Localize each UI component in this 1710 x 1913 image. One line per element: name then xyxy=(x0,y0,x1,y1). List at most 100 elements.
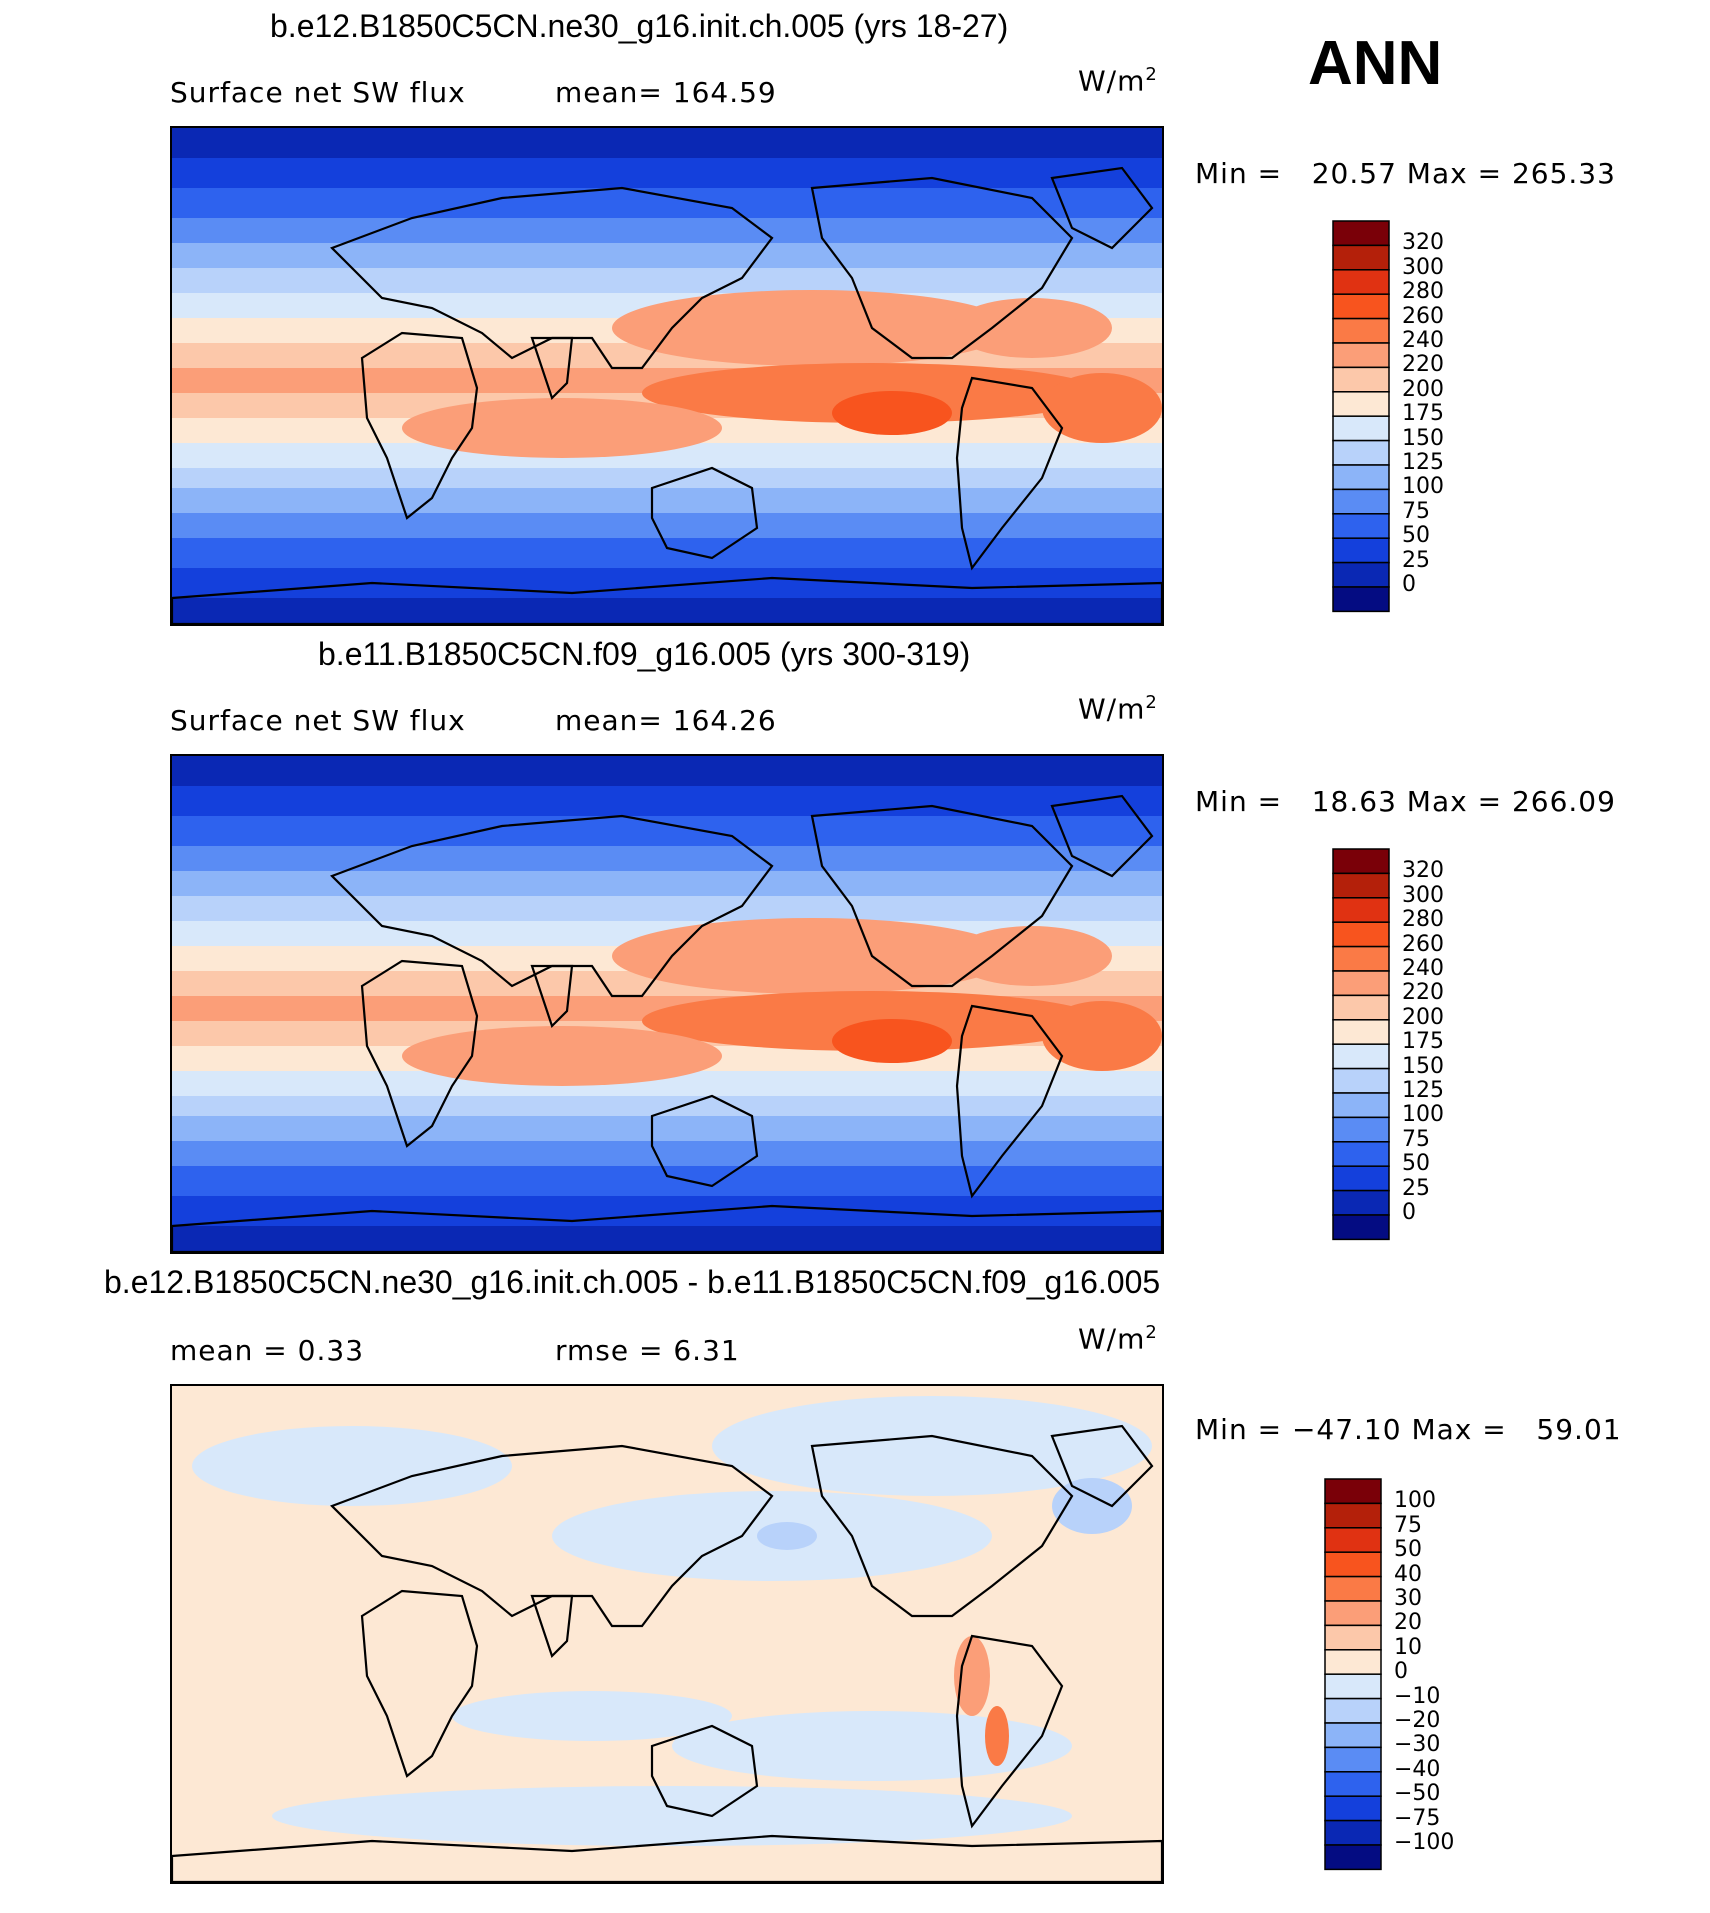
colorbar-tick-label: 100 xyxy=(1394,1488,1436,1514)
colorbar-box xyxy=(1332,897,1390,923)
colorbar-tick-label: 0 xyxy=(1402,572,1416,597)
units-exponent: 2 xyxy=(1145,1322,1158,1343)
colorbar-box xyxy=(1324,1527,1382,1553)
colorbar-tick-label: 75 xyxy=(1394,1512,1422,1538)
colorbar-box xyxy=(1324,1478,1382,1505)
colorbar-box xyxy=(1332,921,1390,948)
colorbar-box xyxy=(1332,1189,1390,1216)
colorbar-box xyxy=(1332,945,1390,972)
min-max-label: Min = −47.10 Max = 59.01 xyxy=(1195,1413,1622,1446)
units-exponent: 2 xyxy=(1145,64,1158,85)
colorbar-tick-label: 75 xyxy=(1402,1126,1430,1152)
colorbar-tick-label: 0 xyxy=(1394,1659,1408,1685)
colorbar-tick-label: 220 xyxy=(1402,352,1444,378)
colorbar-tick-label: 150 xyxy=(1402,425,1444,451)
subtitle-left: Surface net SW flux xyxy=(170,704,466,737)
colorbar-box xyxy=(1332,994,1390,1021)
coastline xyxy=(530,964,574,1029)
colorbar-tick-label: 10 xyxy=(1394,1634,1422,1660)
colorbar-box xyxy=(1324,1551,1382,1578)
panel-title: b.e12.B1850C5CN.ne30_g16.init.ch.005 - b… xyxy=(104,1264,1161,1300)
colorbar-box xyxy=(1332,586,1390,613)
coastline xyxy=(1050,1424,1154,1508)
coastline xyxy=(360,331,479,520)
units-label: W/m2 xyxy=(1078,1322,1158,1355)
coastline xyxy=(1050,166,1154,250)
colorbar-tick-label: 280 xyxy=(1402,279,1444,305)
colorbar-box xyxy=(1324,1819,1382,1846)
map-contours xyxy=(172,128,1162,624)
units-label: W/m2 xyxy=(1078,692,1158,725)
colorbar-tick-label: 175 xyxy=(1402,401,1444,427)
colorbar-tick-label: 150 xyxy=(1402,1053,1444,1079)
colorbar-box xyxy=(1332,366,1390,393)
colorbar-tick-label: −10 xyxy=(1394,1683,1441,1709)
colorbar-box xyxy=(1332,1019,1390,1045)
coastline xyxy=(810,176,1074,360)
coastline xyxy=(360,959,479,1148)
colorbar-box xyxy=(1332,488,1390,515)
colorbar-tick-label: −50 xyxy=(1394,1781,1441,1807)
colorbar-box xyxy=(1332,220,1390,247)
min-max-label: Min = 18.63 Max = 266.09 xyxy=(1195,785,1616,818)
colorbar-box xyxy=(1332,561,1390,588)
colorbar-tick-label: 320 xyxy=(1402,858,1444,884)
colorbar-tick-label: 175 xyxy=(1402,1029,1444,1055)
units-label: W/m2 xyxy=(1078,64,1158,97)
coastline xyxy=(330,1444,774,1628)
colorbar-tick-label: 100 xyxy=(1402,474,1444,500)
colorbar-box xyxy=(1332,537,1390,564)
map-contours xyxy=(172,1386,1162,1882)
coastline xyxy=(650,1094,759,1188)
colorbar xyxy=(1332,220,1390,613)
coastline xyxy=(955,1004,1064,1199)
units-text: W/m xyxy=(1078,1322,1146,1356)
colorbar-tick-label: 280 xyxy=(1402,907,1444,933)
colorbar-box xyxy=(1324,1844,1382,1871)
units-text: W/m xyxy=(1078,64,1146,98)
colorbar-tick-label: 125 xyxy=(1402,1078,1444,1103)
colorbar-box xyxy=(1332,848,1390,875)
colorbar-tick-label: 300 xyxy=(1402,254,1444,280)
map-panel xyxy=(170,1384,1164,1884)
colorbar-tick-label: 50 xyxy=(1394,1537,1422,1563)
colorbar-box xyxy=(1324,1697,1382,1724)
colorbar-tick-label: 320 xyxy=(1402,230,1444,256)
coastline xyxy=(955,1634,1064,1829)
colorbar-box xyxy=(1332,293,1390,320)
colorbar-box xyxy=(1324,1649,1382,1675)
colorbar-box xyxy=(1332,269,1390,295)
colorbar-box xyxy=(1324,1673,1382,1700)
coastline xyxy=(530,336,574,401)
colorbar-box xyxy=(1332,970,1390,997)
min-max-label: Min = 20.57 Max = 265.33 xyxy=(1195,157,1616,190)
colorbar-box xyxy=(1332,1214,1390,1241)
colorbar-box xyxy=(1324,1600,1382,1627)
map-panel xyxy=(170,754,1164,1254)
units-exponent: 2 xyxy=(1145,692,1158,713)
colorbar-box xyxy=(1324,1575,1382,1602)
colorbar xyxy=(1332,848,1390,1241)
coastline xyxy=(650,466,759,560)
colorbar-box xyxy=(1332,244,1390,271)
colorbar-tick-label: 240 xyxy=(1402,956,1444,981)
coastline xyxy=(1050,794,1154,878)
colorbar-tick-label: 0 xyxy=(1402,1200,1416,1225)
colorbar-box xyxy=(1332,464,1390,491)
colorbar-box xyxy=(1332,415,1390,442)
colorbar-tick-label: 260 xyxy=(1402,303,1444,329)
colorbar-tick-label: 220 xyxy=(1402,980,1444,1006)
panel-title: b.e11.B1850C5CN.f09_g16.005 (yrs 300-319… xyxy=(318,636,971,672)
colorbar-tick-label: 50 xyxy=(1402,523,1430,549)
colorbar xyxy=(1324,1478,1382,1871)
colorbar-tick-label: 25 xyxy=(1402,547,1430,573)
colorbar-box xyxy=(1324,1624,1382,1651)
colorbar-box xyxy=(1332,513,1390,539)
colorbar-box xyxy=(1324,1502,1382,1529)
map-panel xyxy=(170,126,1164,626)
colorbar-box xyxy=(1332,1067,1390,1094)
colorbar-tick-label: 25 xyxy=(1402,1175,1430,1201)
units-text: W/m xyxy=(1078,692,1146,726)
colorbar-tick-label: 240 xyxy=(1402,328,1444,353)
colorbar-box xyxy=(1332,872,1390,899)
